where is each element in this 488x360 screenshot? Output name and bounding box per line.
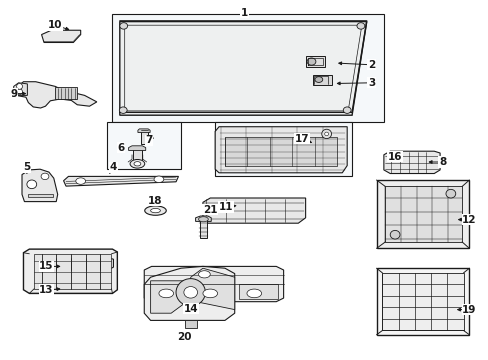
Ellipse shape [343,107,350,113]
Polygon shape [238,284,277,299]
Ellipse shape [134,162,141,166]
Polygon shape [34,254,111,289]
Ellipse shape [150,208,160,213]
Polygon shape [28,194,53,197]
Polygon shape [41,30,81,42]
Text: 15: 15 [39,261,54,271]
Polygon shape [190,268,234,310]
Polygon shape [51,257,113,271]
Polygon shape [133,147,142,161]
Ellipse shape [41,173,49,180]
Ellipse shape [198,217,208,222]
Text: 3: 3 [367,78,374,88]
Ellipse shape [356,23,364,29]
Ellipse shape [389,230,399,239]
Text: 20: 20 [177,332,192,342]
Text: 16: 16 [387,152,402,162]
Text: 7: 7 [145,135,153,145]
Text: 17: 17 [294,134,309,144]
Polygon shape [124,25,361,111]
Ellipse shape [314,77,322,82]
Polygon shape [194,284,233,299]
Text: 8: 8 [438,157,445,167]
Polygon shape [23,249,117,293]
Polygon shape [195,216,211,221]
Polygon shape [14,82,97,108]
Polygon shape [376,180,468,248]
Text: 19: 19 [461,305,476,315]
Polygon shape [199,218,207,238]
Text: 18: 18 [148,195,163,206]
Polygon shape [144,266,283,302]
Text: 4: 4 [109,162,117,172]
Polygon shape [141,130,148,144]
Polygon shape [215,122,351,176]
Polygon shape [120,22,366,115]
Text: 14: 14 [183,303,198,314]
Polygon shape [184,320,196,328]
Ellipse shape [17,84,22,89]
Ellipse shape [198,271,210,278]
Polygon shape [203,198,305,223]
Ellipse shape [119,107,127,113]
Ellipse shape [154,176,163,183]
Text: 1: 1 [241,8,247,18]
Polygon shape [14,83,27,95]
Polygon shape [382,273,463,330]
Text: 13: 13 [39,285,54,295]
Text: 6: 6 [118,143,124,153]
Polygon shape [312,75,331,85]
Polygon shape [63,176,178,186]
Polygon shape [150,284,189,299]
Ellipse shape [76,178,85,184]
Ellipse shape [203,289,217,298]
Ellipse shape [27,180,37,189]
Polygon shape [22,169,58,202]
Text: 21: 21 [203,204,217,215]
Ellipse shape [144,206,166,215]
Ellipse shape [176,279,205,306]
Ellipse shape [183,287,197,298]
Ellipse shape [324,132,328,136]
Text: 12: 12 [461,215,476,225]
Polygon shape [224,137,337,166]
Ellipse shape [445,189,455,198]
Ellipse shape [17,89,22,95]
Text: 2: 2 [367,60,374,70]
Polygon shape [112,14,383,122]
Text: 9: 9 [10,89,17,99]
Polygon shape [138,129,150,132]
Ellipse shape [246,289,261,298]
Ellipse shape [159,289,173,298]
Polygon shape [305,56,325,67]
Ellipse shape [321,129,331,139]
Ellipse shape [306,58,315,65]
Polygon shape [106,122,181,169]
Text: 5: 5 [23,162,30,172]
Polygon shape [144,266,234,320]
Text: 11: 11 [218,202,233,212]
Polygon shape [215,127,346,173]
Polygon shape [383,151,439,174]
Polygon shape [55,87,77,99]
Polygon shape [376,268,468,335]
Ellipse shape [120,23,127,29]
Ellipse shape [130,159,144,168]
Polygon shape [128,146,145,150]
Text: 10: 10 [47,20,62,30]
Polygon shape [150,281,185,313]
Polygon shape [385,186,461,242]
